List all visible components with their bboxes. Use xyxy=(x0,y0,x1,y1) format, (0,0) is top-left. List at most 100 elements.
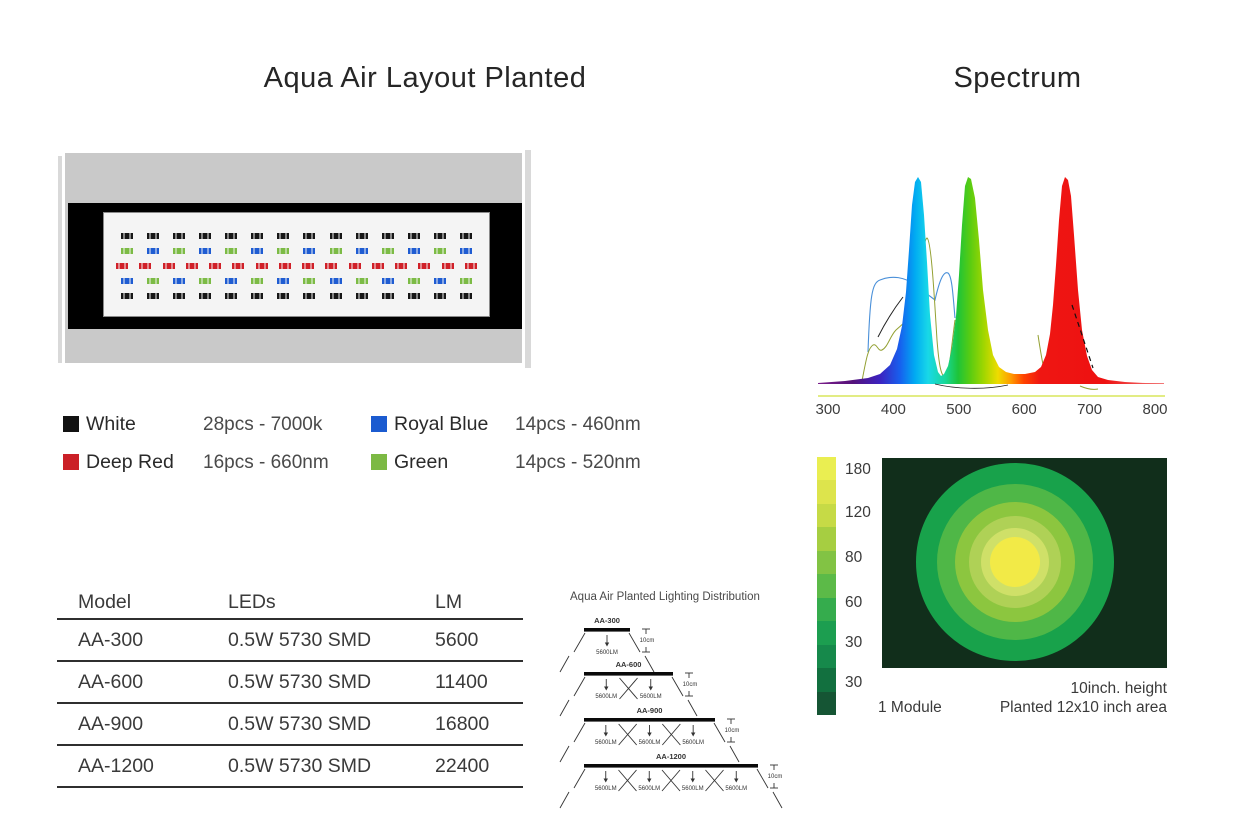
diagram-label: 5600LM xyxy=(596,650,618,656)
par-area-label: Planted 12x10 inch area xyxy=(999,699,1167,716)
table-body: AA-300 0.5W 5730 SMD 5600 AA-600 0.5W 5730 S… xyxy=(57,620,523,788)
led-blue xyxy=(277,278,290,284)
legend-label-green: Green xyxy=(394,451,449,473)
led-blue xyxy=(433,278,446,284)
colorbar-label: 30 xyxy=(845,634,863,651)
diagram-label: AA-1200 xyxy=(656,752,686,761)
led-green xyxy=(147,278,160,284)
led-red xyxy=(348,263,361,269)
led-green xyxy=(277,248,290,254)
colorbar-label: 120 xyxy=(845,504,871,521)
led-red xyxy=(418,263,431,269)
x-tick-label: 400 xyxy=(881,401,906,418)
diagram-label: 10cm xyxy=(768,774,783,780)
column-header-lm: LM xyxy=(435,590,463,613)
led-white xyxy=(329,293,342,299)
x-tick-label: 700 xyxy=(1077,401,1102,418)
light-bar xyxy=(584,718,715,722)
legend-row: Deep Red 16pcs - 660nm Green 14pcs - 520… xyxy=(63,451,673,489)
colorbar-segment xyxy=(817,457,836,481)
led-red xyxy=(162,263,175,269)
table-cell: 0.5W 5730 SMD xyxy=(228,712,372,735)
led-legend: White 28pcs - 7000k Royal Blue 14pcs - 4… xyxy=(63,413,673,489)
diagram-label: 5600LM xyxy=(725,786,747,792)
led-blue xyxy=(173,278,186,284)
page-title-layout: Aqua Air Layout Planted xyxy=(263,62,587,94)
par-height-label: 10inch. height xyxy=(1070,680,1167,697)
table-header-row: Model LEDs LM xyxy=(57,586,523,620)
par-module-label: 1 Module xyxy=(878,699,942,716)
led-white xyxy=(121,233,133,239)
spectrum-svg: 300 400 500 600 700 800 xyxy=(815,177,1168,418)
led-blue xyxy=(329,278,342,284)
colorbar-segment xyxy=(817,503,836,528)
colorbar-segment xyxy=(817,480,836,504)
led-row xyxy=(116,263,477,269)
led-white xyxy=(173,293,186,299)
lighting-distribution-diagrams: AA-300 5600LM 10cm AA-600 5600LM 5600LM 10cm AA… xyxy=(558,610,810,810)
led-red xyxy=(209,263,222,269)
led-white xyxy=(225,293,238,299)
legend-value-green: 14pcs - 520nm xyxy=(515,452,641,473)
led-red xyxy=(116,263,128,269)
led-white xyxy=(121,293,133,299)
led-white xyxy=(251,293,264,299)
led-white xyxy=(147,293,160,299)
colorbar-segment xyxy=(817,550,836,575)
led-white xyxy=(407,293,420,299)
light-bar xyxy=(584,672,673,676)
led-white xyxy=(199,233,212,239)
legend-value-deep-red: 16pcs - 660nm xyxy=(203,452,329,473)
colorbar-segment xyxy=(817,574,836,598)
legend-value-white: 28pcs - 7000k xyxy=(203,414,323,435)
model-spec-table: Model LEDs LM AA-300 0.5W 5730 SMD 5600 AA-… xyxy=(57,586,523,788)
led-green xyxy=(199,278,212,284)
diagram-label: AA-300 xyxy=(594,616,620,625)
led-red xyxy=(464,263,477,269)
colorbar-label: 30 xyxy=(845,674,863,691)
diagram-label: 10cm xyxy=(683,682,698,688)
led-white xyxy=(381,293,394,299)
led-blue xyxy=(459,248,472,254)
deep-red-swatch xyxy=(63,454,79,470)
diagram-label: 5600LM xyxy=(682,786,704,792)
led-green xyxy=(121,248,133,254)
table-cell: 11400 xyxy=(435,670,488,693)
led-red xyxy=(302,263,315,269)
led-blue xyxy=(121,278,133,284)
led-red xyxy=(325,263,338,269)
colorbar-segment xyxy=(817,527,836,551)
fixture-right-bracket xyxy=(525,150,531,368)
colorbar-label: 180 xyxy=(845,461,871,478)
led-white xyxy=(199,293,212,299)
diagram-label: AA-600 xyxy=(616,660,642,669)
colorbar-segment xyxy=(817,621,836,645)
led-white xyxy=(277,233,290,239)
par-colorbar xyxy=(817,457,836,715)
led-white xyxy=(329,233,342,239)
table-cell: 0.5W 5730 SMD xyxy=(228,628,372,651)
overlay-curves-front xyxy=(934,304,1099,390)
table-cell: 16800 xyxy=(435,712,490,735)
led-white xyxy=(459,293,472,299)
colorbar-segment xyxy=(817,597,836,622)
led-red xyxy=(278,263,291,269)
led-red xyxy=(232,263,245,269)
x-tick-label: 300 xyxy=(815,401,840,418)
distribution-title: Aqua Air Planted Lighting Distribution xyxy=(570,591,760,603)
led-blue xyxy=(303,248,316,254)
led-row xyxy=(121,278,472,284)
table-row: AA-900 0.5W 5730 SMD 16800 xyxy=(57,704,523,746)
led-white xyxy=(381,233,394,239)
diagram-label: 5600LM xyxy=(640,694,662,700)
table-cell: AA-1200 xyxy=(78,754,154,777)
par-distribution-map xyxy=(882,458,1167,668)
led-white xyxy=(433,293,446,299)
led-green xyxy=(303,278,316,284)
table-cell: 0.5W 5730 SMD xyxy=(228,754,372,777)
colorbar-segment xyxy=(817,668,836,692)
light-bar xyxy=(584,628,630,632)
led-red xyxy=(255,263,268,269)
led-blue xyxy=(251,248,264,254)
colorbar-segment xyxy=(817,644,836,669)
